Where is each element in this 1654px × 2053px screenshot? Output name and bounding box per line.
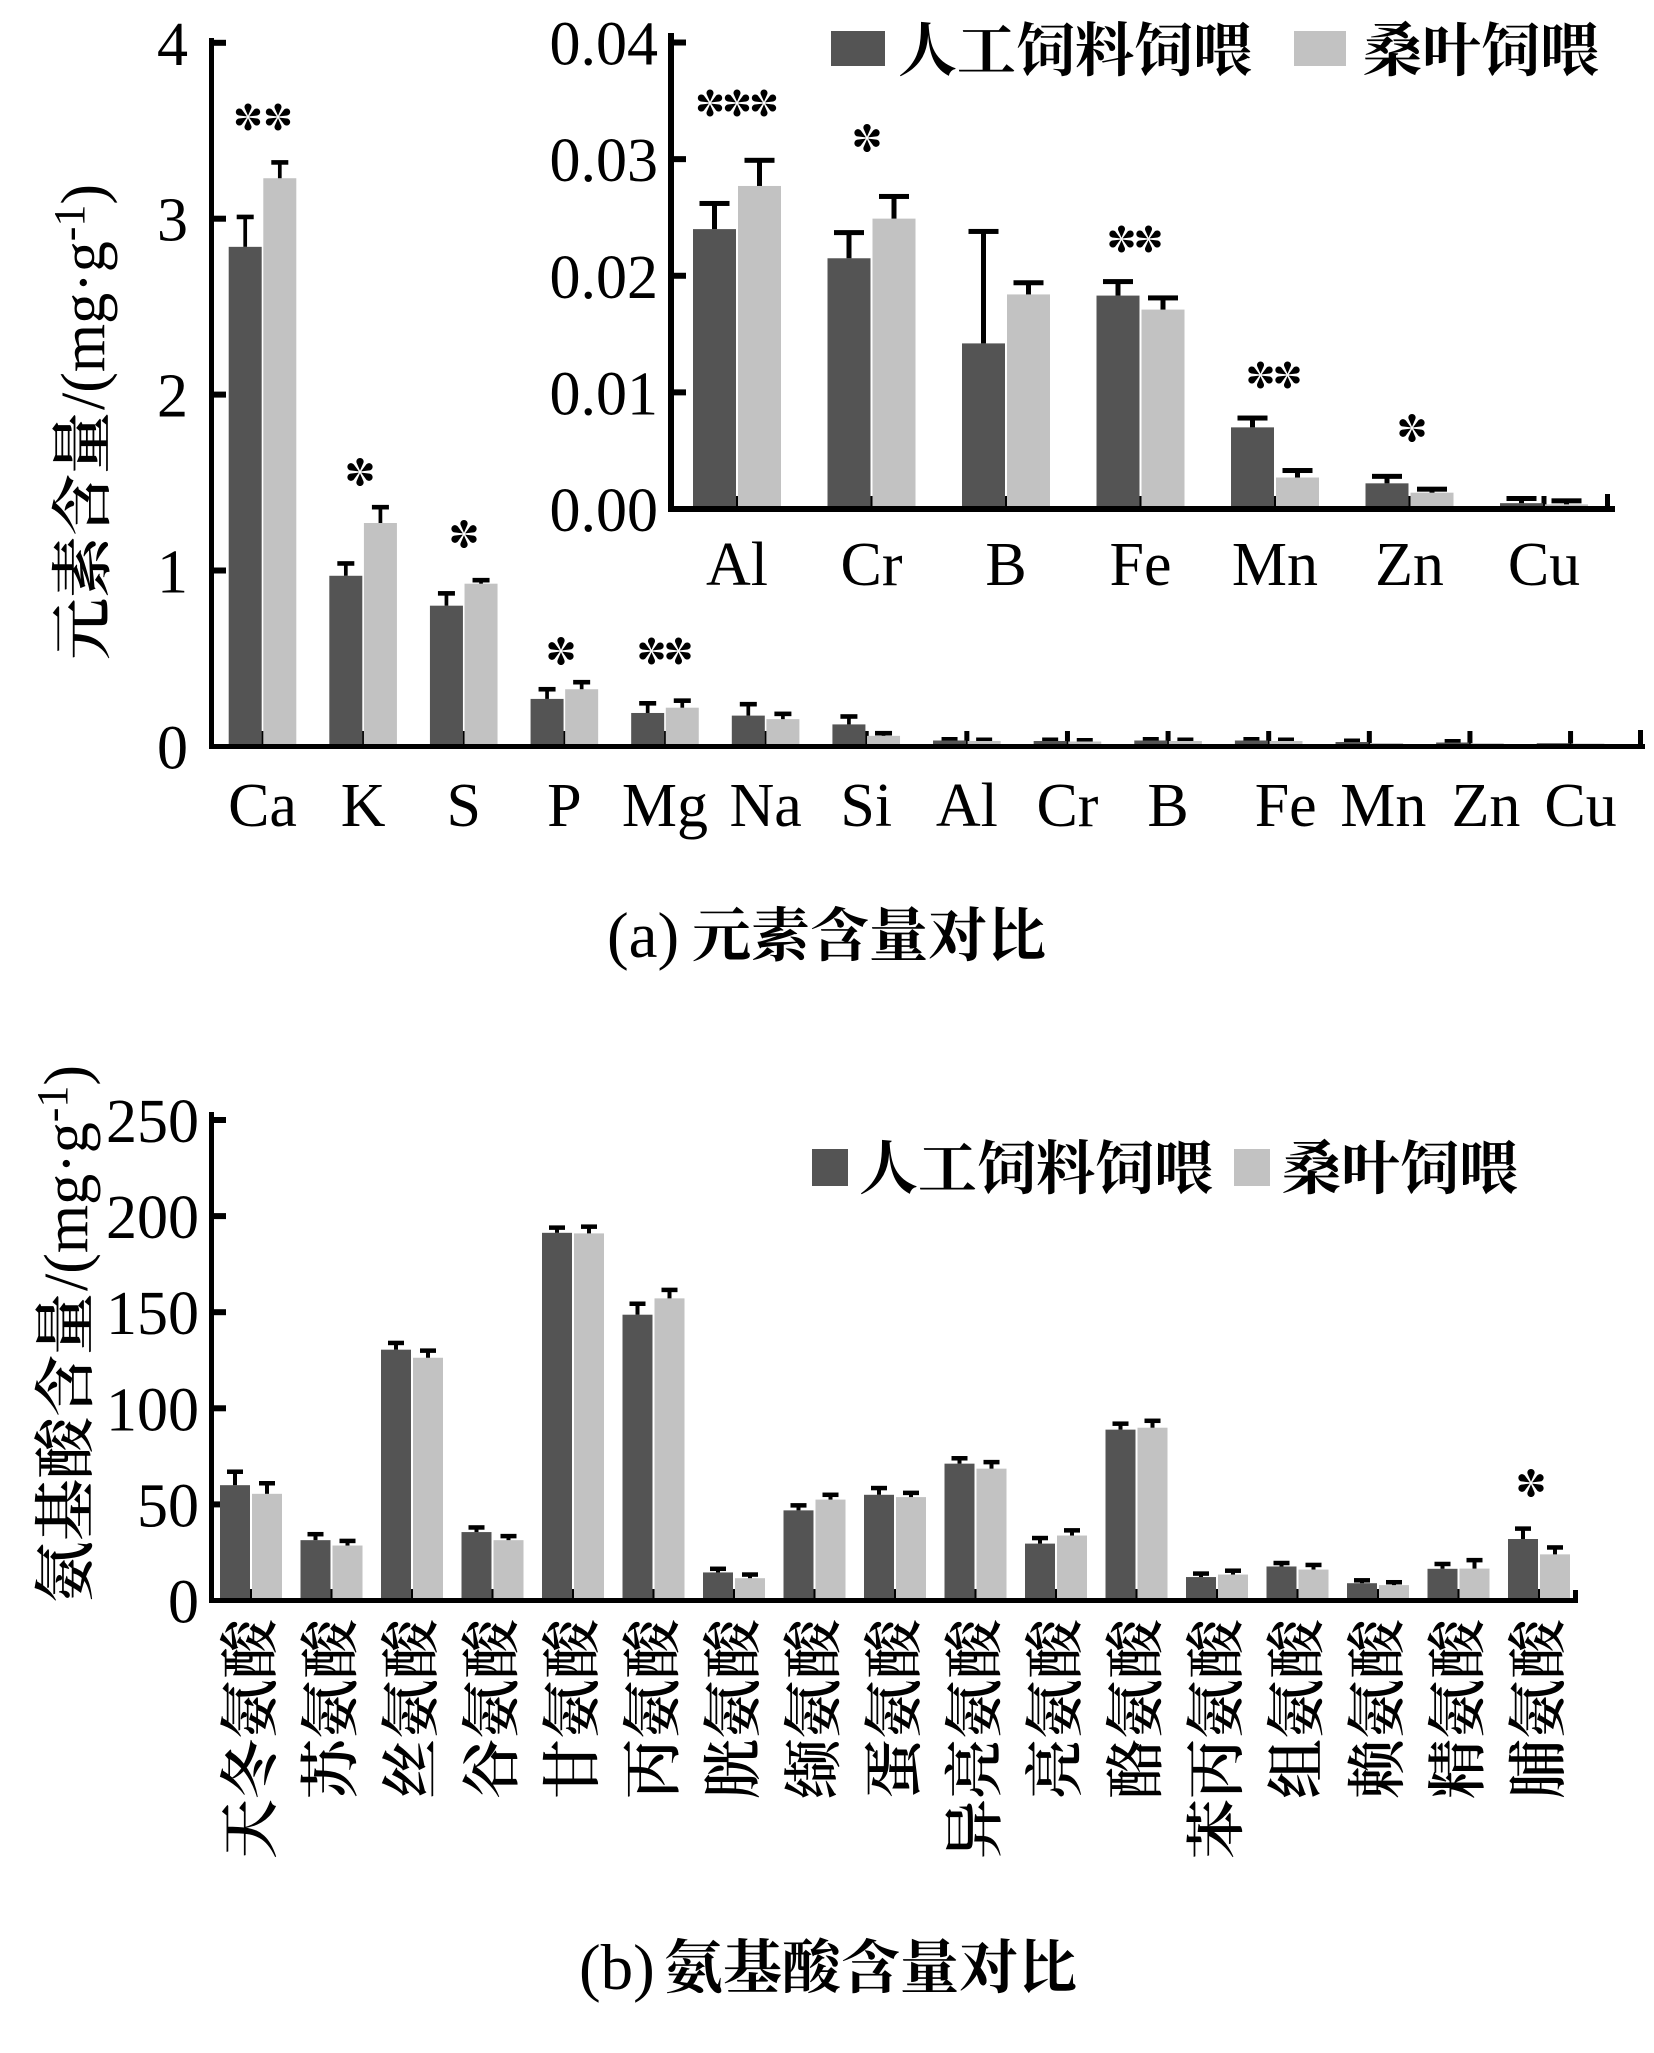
svg-text:100: 100 [106,1376,199,1444]
svg-text:S: S [446,772,480,840]
svg-text:Mn: Mn [1340,772,1426,840]
svg-text:0.00: 0.00 [550,477,659,545]
svg-text:250: 250 [106,1088,199,1156]
svg-text:0.01: 0.01 [550,360,659,428]
svg-text:3: 3 [157,187,188,255]
svg-text:1: 1 [157,539,188,607]
svg-text:Si: Si [840,772,892,840]
svg-text:4: 4 [157,11,188,79]
svg-text:Fe: Fe [1110,531,1172,599]
svg-text:Cu: Cu [1544,772,1616,840]
svg-text:Ca: Ca [228,772,297,840]
svg-text:Cu: Cu [1508,531,1580,599]
svg-text:Na: Na [729,772,801,840]
svg-text:B: B [985,531,1026,599]
svg-text:Zn: Zn [1375,531,1444,599]
svg-text:0.02: 0.02 [550,244,659,312]
svg-text:150: 150 [106,1280,199,1348]
svg-text:0: 0 [168,1569,199,1637]
svg-text:(b): (b) [579,1932,655,2004]
svg-text:P: P [547,772,581,840]
svg-text:0: 0 [157,714,188,782]
svg-text:0.04: 0.04 [550,11,659,79]
svg-text:Cr: Cr [1036,772,1098,840]
svg-text:50: 50 [137,1472,199,1540]
svg-text:Fe: Fe [1255,772,1317,840]
svg-text:K: K [341,772,386,840]
svg-text:0.03: 0.03 [550,127,659,195]
svg-text:Cr: Cr [841,531,903,599]
svg-text:(a): (a) [607,900,679,972]
svg-text:Al: Al [936,772,998,840]
svg-text:B: B [1147,772,1188,840]
svg-text:Al: Al [706,531,768,599]
svg-text:2: 2 [157,363,188,431]
svg-text:Mn: Mn [1232,531,1318,599]
svg-text:200: 200 [106,1184,199,1252]
svg-text:Zn: Zn [1452,772,1521,840]
svg-text:Mg: Mg [622,772,708,840]
